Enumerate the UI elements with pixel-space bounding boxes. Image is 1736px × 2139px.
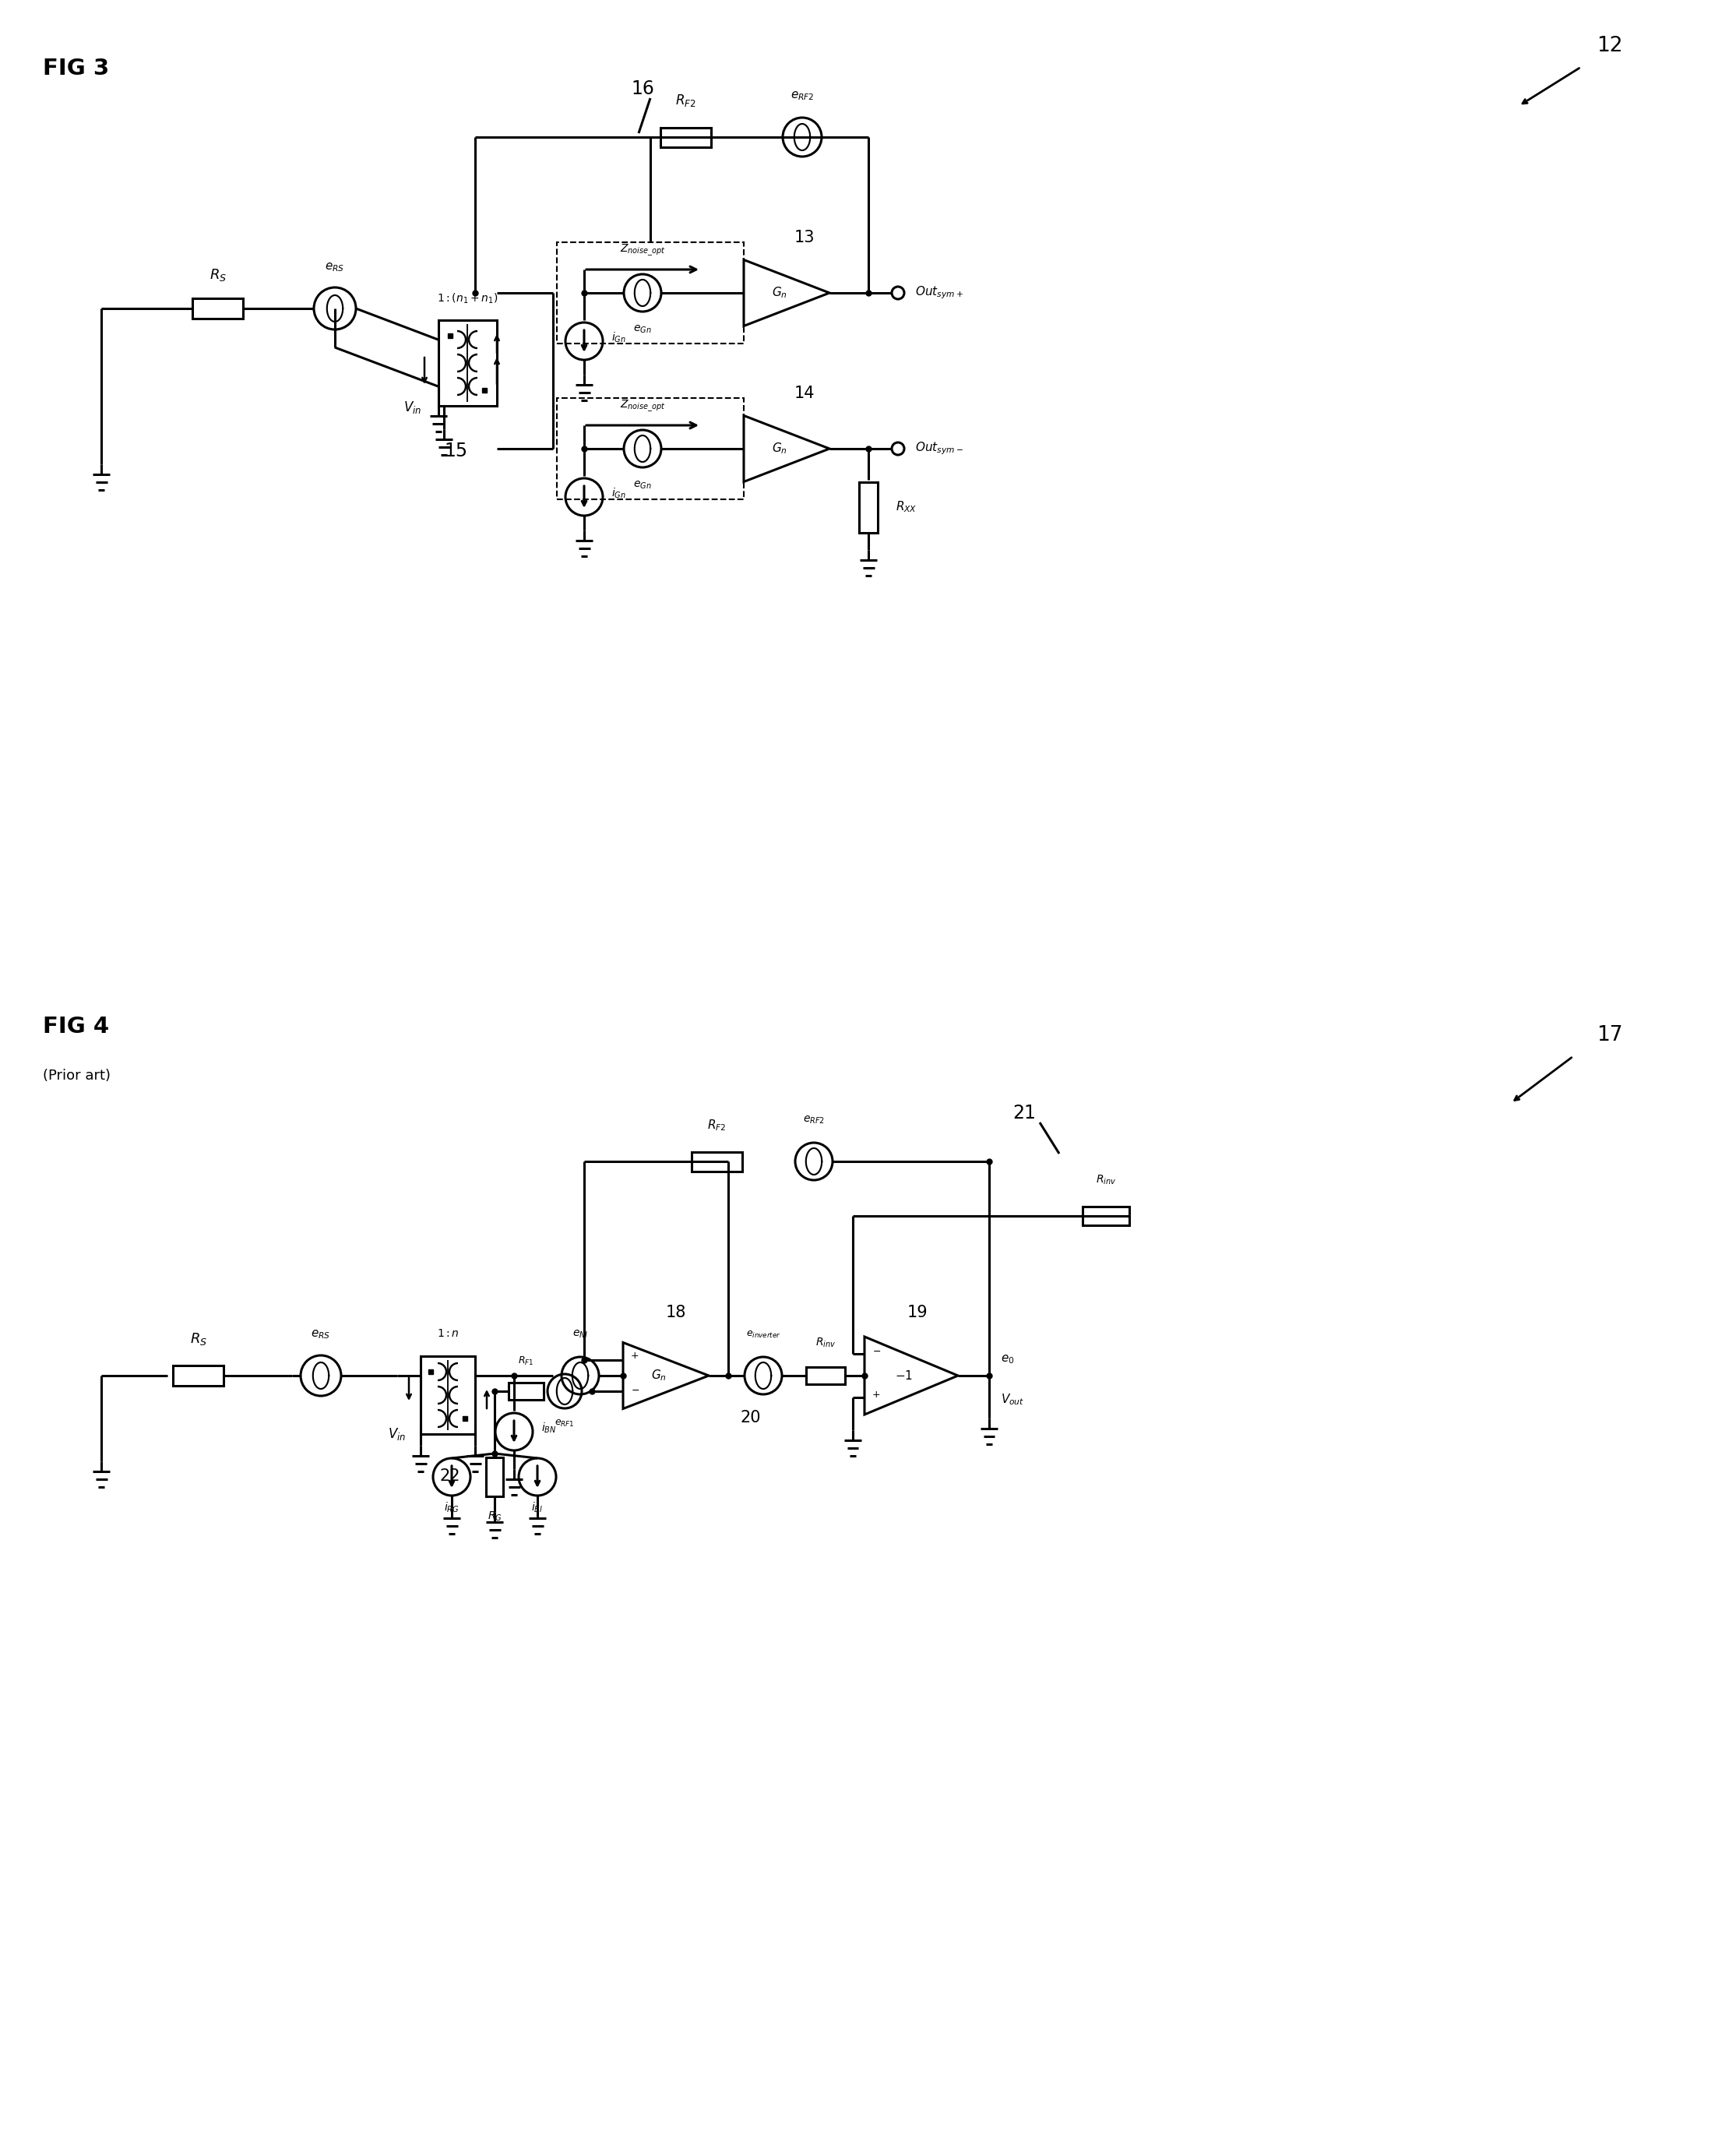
Bar: [486, 1457, 503, 1497]
Text: $R_S$: $R_S$: [189, 1330, 207, 1348]
Text: 13: 13: [795, 229, 814, 246]
Text: $R_{F2}$: $R_{F2}$: [675, 92, 696, 109]
Text: $R_{inv}$: $R_{inv}$: [816, 1337, 835, 1350]
Text: 21: 21: [1012, 1104, 1036, 1123]
Bar: [691, 1151, 741, 1172]
Text: $Out_{sym-}$: $Out_{sym-}$: [915, 441, 963, 458]
Bar: [660, 128, 710, 148]
Text: $-$: $-$: [871, 1345, 880, 1356]
Circle shape: [892, 287, 904, 299]
Text: $Z_{noise\_opt}$: $Z_{noise\_opt}$: [620, 398, 665, 413]
Bar: [806, 1367, 845, 1384]
Text: 17: 17: [1597, 1025, 1623, 1046]
Text: FIG 3: FIG 3: [43, 58, 109, 79]
Text: +: +: [871, 1390, 880, 1399]
Text: $e_{Gn}$: $e_{Gn}$: [634, 479, 651, 492]
Text: 15: 15: [444, 441, 467, 460]
Text: $1{:}(n_1+n_1)$: $1{:}(n_1+n_1)$: [437, 293, 498, 306]
Text: $-1$: $-1$: [894, 1369, 913, 1382]
Text: $R_G$: $R_G$: [488, 1510, 502, 1523]
Text: $-$: $-$: [630, 1384, 639, 1395]
Text: $G_n$: $G_n$: [773, 287, 788, 299]
Text: $V_{in}$: $V_{in}$: [389, 1427, 406, 1442]
Bar: [557, 398, 743, 498]
Text: $R_{F1}$: $R_{F1}$: [517, 1356, 533, 1367]
Text: $e_{NI}$: $e_{NI}$: [573, 1328, 589, 1341]
Text: 19: 19: [908, 1305, 929, 1320]
Text: $i_{Gn}$: $i_{Gn}$: [611, 332, 627, 344]
Text: 16: 16: [630, 79, 654, 98]
Text: $e_{Gn}$: $e_{Gn}$: [634, 323, 651, 336]
Text: $G_n$: $G_n$: [773, 441, 788, 456]
Text: $Z_{noise\_opt}$: $Z_{noise\_opt}$: [620, 244, 665, 259]
Text: $1{:}n$: $1{:}n$: [437, 1328, 458, 1339]
Text: 18: 18: [667, 1305, 686, 1320]
Text: $e_0$: $e_0$: [1000, 1354, 1014, 1365]
Bar: [557, 242, 743, 344]
Text: $G_n$: $G_n$: [651, 1369, 667, 1384]
Text: $i_{Gn}$: $i_{Gn}$: [611, 488, 627, 501]
Text: $i_{BN}$: $i_{BN}$: [542, 1422, 557, 1435]
Text: 20: 20: [740, 1410, 760, 1425]
Text: $V_{in}$: $V_{in}$: [404, 400, 422, 415]
Bar: [420, 1356, 476, 1433]
Text: $e_{inverter}$: $e_{inverter}$: [746, 1330, 781, 1339]
Text: $e_{RF2}$: $e_{RF2}$: [804, 1114, 825, 1125]
Text: $e_{RS}$: $e_{RS}$: [311, 1328, 330, 1341]
Text: $V_{out}$: $V_{out}$: [1000, 1392, 1024, 1407]
Bar: [174, 1365, 224, 1386]
Text: +: +: [630, 1350, 639, 1360]
Bar: [193, 297, 243, 319]
Circle shape: [892, 443, 904, 456]
Text: (Prior art): (Prior art): [43, 1070, 111, 1082]
Text: $Out_{sym+}$: $Out_{sym+}$: [915, 284, 963, 302]
Text: $R_{F2}$: $R_{F2}$: [707, 1119, 726, 1132]
Text: 12: 12: [1597, 36, 1623, 56]
Text: $e_{RF2}$: $e_{RF2}$: [790, 90, 814, 103]
Text: $i_{Bl}$: $i_{Bl}$: [531, 1502, 543, 1514]
Bar: [437, 321, 496, 406]
Text: $e_{RF1}$: $e_{RF1}$: [556, 1418, 575, 1429]
Text: FIG 4: FIG 4: [43, 1016, 109, 1037]
Text: $R_{inv}$: $R_{inv}$: [1095, 1174, 1116, 1187]
Bar: [509, 1382, 543, 1399]
Bar: [1083, 1206, 1130, 1226]
Text: $e_{RS}$: $e_{RS}$: [325, 261, 345, 274]
Text: $i_{RG}$: $i_{RG}$: [444, 1502, 460, 1514]
Text: 22: 22: [439, 1467, 460, 1484]
Text: $R_{XX}$: $R_{XX}$: [896, 501, 917, 513]
Bar: [859, 481, 878, 533]
Text: $R_S$: $R_S$: [210, 267, 227, 282]
Text: 14: 14: [795, 385, 814, 402]
